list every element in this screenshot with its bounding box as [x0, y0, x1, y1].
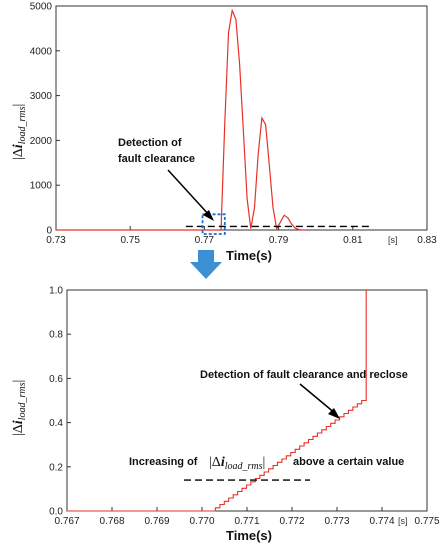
bottom-annotation-arrowhead	[328, 408, 340, 419]
top-x-tick-label: 0.83	[417, 235, 437, 246]
bottom-y-tick-label: 0.2	[49, 462, 63, 473]
bottom-y-title: |Δiload_rms|	[11, 380, 28, 436]
top-x-tick-label: 0.73	[46, 235, 66, 246]
bottom-y-axis: 0.0 0.2 0.4 0.6 0.8 1.0	[49, 286, 71, 518]
bottom-x-axis: 0.767 0.768 0.769 0.770 0.771 0.772 0.773 0.774…	[54, 507, 440, 527]
bottom-y-tick-label: 1.0	[49, 286, 63, 297]
bottom-y-tick-label: 0.0	[49, 507, 63, 518]
bottom-x-tick-label: 0.769	[144, 516, 169, 527]
bottom-y-tick-label: 0.4	[49, 418, 63, 429]
svg-text:|Δiload_rms|: |Δiload_rms|	[11, 104, 28, 160]
top-annotation-arrowhead	[203, 210, 214, 221]
bottom-annotation-arrow	[299, 383, 337, 415]
top-series-line	[56, 8, 307, 231]
top-y-tick-label: 1000	[30, 181, 53, 192]
top-y-tick-label: 5000	[30, 2, 53, 13]
top-x-tick-label: 0.79	[269, 235, 289, 246]
top-x-tick-label: 0.77	[195, 235, 215, 246]
top-annotation-arrow	[167, 169, 211, 217]
down-arrow-icon	[190, 250, 222, 279]
top-x-tick-label: 0.75	[120, 235, 140, 246]
bottom-step-line	[67, 290, 367, 512]
bottom-y-tick-label: 0.6	[49, 374, 63, 385]
top-x-tick-label: 0.81	[343, 235, 363, 246]
top-x-axis: 0.73 0.75 0.77 0.79 0.81 0.83	[46, 226, 437, 246]
bottom-annotation-2-symbol: |Δiload_rms|	[209, 455, 265, 472]
bottom-chart: 0.00.20.40.60.81.0 0.767 0.768 0.769 0.770 0…	[11, 286, 440, 544]
top-plot-frame	[55, 5, 428, 231]
svg-text:|Δiload_rms|: |Δiload_rms|	[11, 380, 28, 436]
bottom-x-tick-label: 0.768	[99, 516, 124, 527]
top-y-tick-label: 0	[46, 226, 52, 237]
bottom-x-tick-label: 0.774	[369, 516, 394, 527]
top-y-tick-label: 4000	[30, 46, 53, 57]
bottom-x-title: Time(s)	[226, 528, 272, 543]
top-x-unit: [s]	[388, 235, 398, 245]
bottom-y-tick-label: 0.8	[49, 330, 63, 341]
top-annotation-line-2: fault clearance	[118, 153, 195, 165]
top-y-title: |Δiload_rms|	[11, 104, 28, 160]
svg-text:|Δiload_rms|: |Δiload_rms|	[209, 455, 265, 472]
bottom-x-tick-label: 0.773	[324, 516, 349, 527]
bottom-x-unit: [s]	[398, 516, 408, 526]
top-y-tick-label: 3000	[30, 91, 53, 102]
detection-box	[201, 213, 226, 235]
bottom-annotation-2-suffix: above a certain value	[293, 456, 404, 468]
bottom-x-tick-label: 0.770	[189, 516, 214, 527]
bottom-x-tick-label: 0.775	[414, 516, 439, 527]
top-x-title: Time(s)	[226, 248, 272, 263]
bottom-plot-frame	[66, 289, 428, 512]
bottom-annotation-2-prefix: Increasing of	[129, 456, 198, 468]
bottom-x-tick-label: 0.771	[234, 516, 259, 527]
bottom-x-tick-label: 0.767	[54, 516, 79, 527]
bottom-annotation-1: Detection of fault clearance and reclose	[200, 369, 408, 381]
bottom-x-tick-label: 0.772	[279, 516, 304, 527]
top-annotation-line-1: Detection of	[118, 137, 182, 149]
top-y-tick-label: 2000	[30, 136, 53, 147]
top-y-axis: 0 1000 2000 3000 4000 5000	[30, 2, 60, 237]
